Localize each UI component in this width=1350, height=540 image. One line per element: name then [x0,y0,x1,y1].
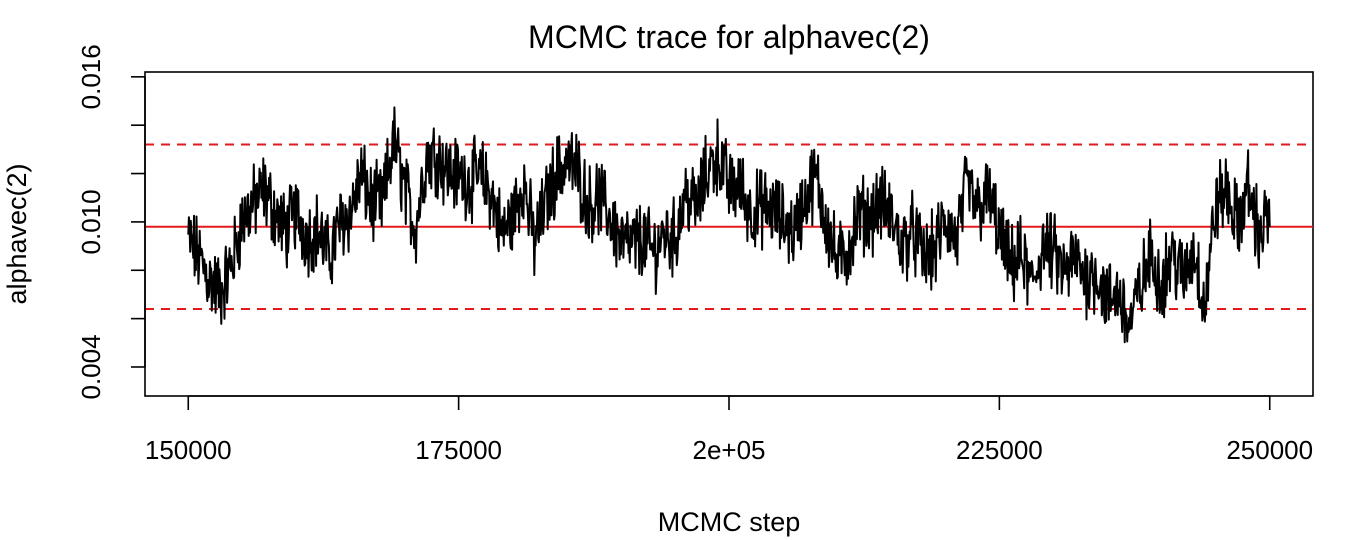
x-tick-label: 250000 [1226,435,1313,465]
y-tick-label: 0.016 [76,44,106,109]
y-tick-label: 0.010 [76,189,106,254]
chart-title: MCMC trace for alphavec(2) [528,19,930,55]
y-axis: 0.004 0.010 0.016 [76,44,146,400]
x-tick-label: 150000 [145,435,232,465]
y-tick-label: 0.004 [76,334,106,399]
trace-line [187,106,1271,344]
y-axis-label: alphavec(2) [2,163,32,304]
x-axis: 150000 175000 2e+05 225000 250000 [145,395,1313,465]
x-tick-label: 175000 [415,435,502,465]
x-axis-label: MCMC step [658,507,801,537]
x-tick-label: 2e+05 [692,435,765,465]
x-tick-label: 225000 [956,435,1043,465]
